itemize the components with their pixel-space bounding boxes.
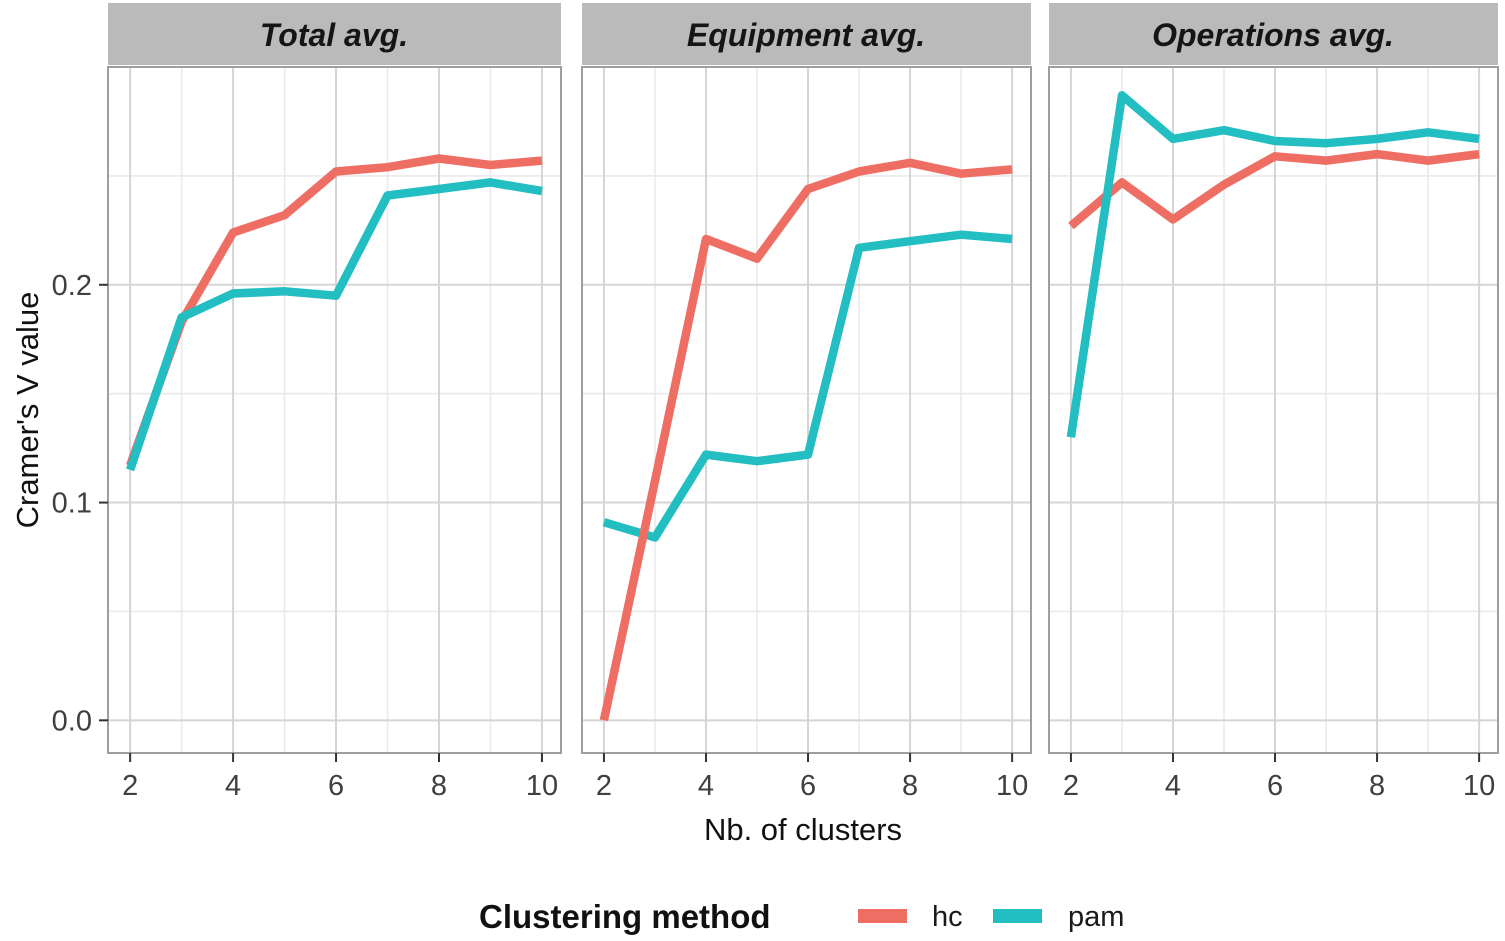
panel-border (1048, 66, 1499, 754)
legend: Clustering method hc pam (479, 898, 1124, 935)
y-axis-tick-label: 0.1 (52, 488, 92, 520)
x-axis-tick-label: 2 (596, 770, 612, 802)
panel-border (107, 66, 562, 754)
facet-panel: 2 4 6 8 10 (1048, 66, 1499, 802)
line-hc (599, 158, 1013, 722)
legend-title: Clustering method (479, 898, 771, 935)
facet-strip-label: Equipment avg. (687, 17, 925, 53)
x-axis-tick-label: 8 (1369, 770, 1385, 802)
x-axis-tick-label: 2 (122, 770, 138, 802)
y-axis-tick-label: 0.0 (52, 705, 92, 737)
line-hc (1068, 149, 1480, 230)
facet-panel: 2 4 6 8 10 (581, 66, 1032, 802)
line-hc (126, 154, 543, 467)
facet-strip-operations (1049, 3, 1498, 65)
line-pam (126, 178, 543, 472)
x-axis-tick-label: 4 (698, 770, 714, 802)
line-pam (602, 230, 1013, 542)
x-axis-tick-label: 6 (800, 770, 816, 802)
line-pam (1066, 91, 1480, 438)
x-axis-tick-label: 4 (225, 770, 241, 802)
facet-panel: 2 4 6 8 10 0.0 0.1 0.2 (52, 66, 562, 802)
y-axis-tick-label: 0.2 (52, 270, 92, 302)
legend-label-hc: hc (932, 901, 963, 933)
facet-strip-equipment (582, 3, 1031, 65)
x-axis-tick-label: 8 (431, 770, 447, 802)
legend-label-pam: pam (1068, 901, 1124, 933)
facet-strip-total (108, 3, 561, 65)
x-axis-tick-label: 10 (1463, 770, 1495, 802)
x-axis-tick-label: 10 (996, 770, 1028, 802)
panel-border (581, 66, 1032, 754)
legend-key-pam (993, 909, 1042, 923)
x-axis-title: Nb. of clusters (704, 812, 902, 847)
x-axis-tick-label: 2 (1063, 770, 1079, 802)
y-axis-title: Cramer's V value (10, 292, 45, 529)
panels: 2 4 6 8 10 0.0 0.1 0.2 2 4 6 8 10 2 4 6 8 10 (52, 66, 1499, 802)
x-axis-tick-label: 6 (1267, 770, 1283, 802)
facet-strip-label: Operations avg. (1152, 17, 1394, 53)
x-axis-tick-label: 4 (1165, 770, 1181, 802)
facet-strips: Total avg. Equipment avg. Operations avg… (108, 3, 1498, 65)
x-axis-tick-label: 8 (902, 770, 918, 802)
x-axis-tick-label: 10 (526, 770, 558, 802)
x-axis-tick-label: 6 (328, 770, 344, 802)
facet-strip-label: Total avg. (260, 17, 408, 53)
legend-key-hc (858, 909, 907, 923)
